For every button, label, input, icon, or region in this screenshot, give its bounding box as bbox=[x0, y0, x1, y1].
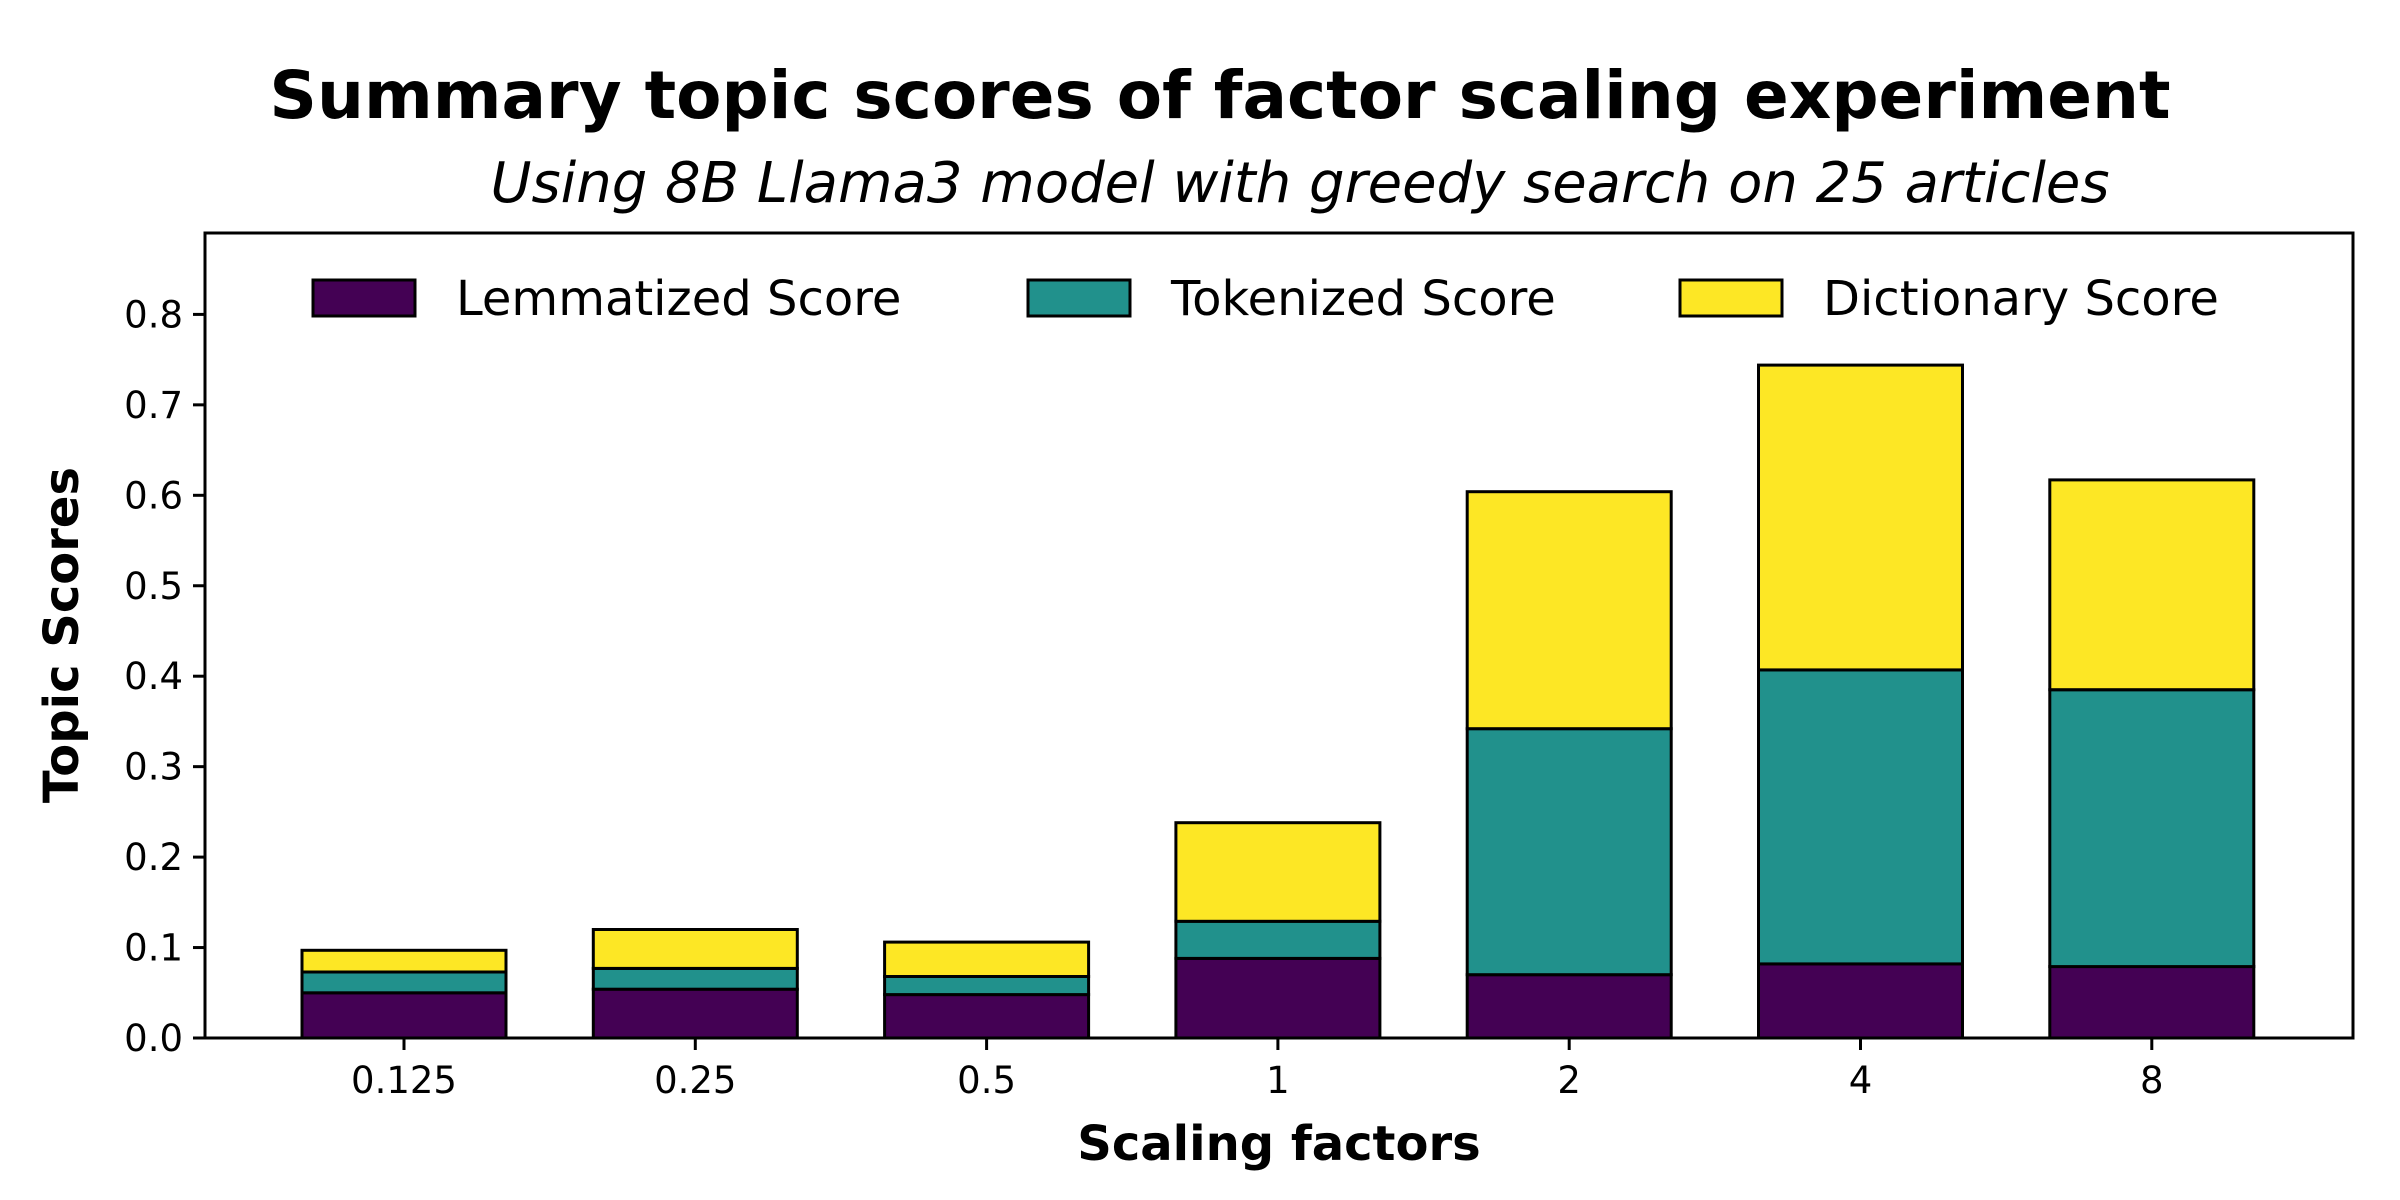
y-tick-label: 0.6 bbox=[124, 474, 183, 517]
legend: Lemmatized Score Tokenized Score Dictionar… bbox=[311, 271, 2219, 327]
y-axis-label: Topic Scores bbox=[34, 467, 90, 803]
bar-segment-tokenized-score-4 bbox=[1757, 668, 1964, 966]
legend-label: Tokenized Score bbox=[1170, 271, 1556, 327]
y-tick-label: 0.4 bbox=[124, 655, 183, 698]
bar-segment-lemmatized-score-1 bbox=[1174, 956, 1382, 1040]
bar-segment-tokenized-score-2 bbox=[1465, 727, 1673, 977]
bar-segment-lemmatized-score-0.5 bbox=[883, 993, 1091, 1040]
bar-segment-dictionary-score-0.25 bbox=[591, 928, 799, 970]
y-tick-label: 0.7 bbox=[124, 384, 183, 427]
bar-segment-lemmatized-score-2 bbox=[1465, 973, 1673, 1040]
bar-segment-dictionary-score-2 bbox=[1465, 490, 1673, 731]
plot-area: 0.0 0.1 0.2 0.3 0.4 0.5 0.6 0.7 0.8 0.125 0.25 0.5… bbox=[124, 231, 2355, 1102]
legend-item-dictionary-score: Dictionary Score bbox=[1678, 271, 2219, 327]
x-tick-label: 8 bbox=[2140, 1059, 2164, 1102]
bar-segment-tokenized-score-0.125 bbox=[300, 970, 508, 995]
legend-label: Dictionary Score bbox=[1823, 271, 2219, 327]
legend-swatch bbox=[311, 278, 417, 318]
x-tick-label: 4 bbox=[1849, 1059, 1873, 1102]
bar-segment-dictionary-score-8 bbox=[2048, 478, 2256, 692]
x-tick-label: 1 bbox=[1266, 1059, 1290, 1102]
y-tick-label: 0.5 bbox=[124, 565, 183, 608]
y-tick-label: 0.3 bbox=[124, 746, 183, 789]
legend-item-tokenized-score: Tokenized Score bbox=[1026, 271, 1556, 327]
bar-segment-dictionary-score-4 bbox=[1757, 363, 1964, 672]
bar-segment-dictionary-score-0.5 bbox=[883, 940, 1091, 978]
legend-swatch bbox=[1678, 278, 1784, 318]
bar-segment-lemmatized-score-0.125 bbox=[300, 991, 508, 1040]
bar-segment-tokenized-score-0.5 bbox=[883, 975, 1091, 997]
bar-segment-tokenized-score-8 bbox=[2048, 688, 2256, 969]
x-axis-label: Scaling factors bbox=[1077, 1116, 1480, 1172]
y-tick-label: 0.0 bbox=[124, 1017, 183, 1060]
x-tick-label: 0.125 bbox=[351, 1059, 457, 1102]
bar-segment-dictionary-score-0.125 bbox=[300, 948, 508, 974]
chart-title: Summary topic scores of factor scaling e… bbox=[269, 57, 2170, 134]
chart-subtitle: Using 8B Llama3 model with greedy search… bbox=[490, 151, 2109, 216]
legend-label: Lemmatized Score bbox=[456, 271, 901, 327]
y-axis: 0.0 0.1 0.2 0.3 0.4 0.5 0.6 0.7 0.8 bbox=[124, 293, 205, 1060]
bar-layer bbox=[300, 363, 2256, 1040]
legend-swatch bbox=[1026, 278, 1132, 318]
y-tick-label: 0.2 bbox=[124, 836, 183, 879]
bar-segment-lemmatized-score-4 bbox=[1757, 962, 1964, 1040]
x-tick-label: 2 bbox=[1557, 1059, 1581, 1102]
bar-segment-dictionary-score-1 bbox=[1174, 821, 1382, 923]
x-axis: 0.125 0.25 0.5 1 2 4 8 bbox=[351, 1038, 2164, 1102]
x-tick-label: 0.25 bbox=[654, 1059, 736, 1102]
bar-segment-tokenized-score-1 bbox=[1174, 919, 1382, 960]
bar-segment-lemmatized-score-8 bbox=[2048, 965, 2256, 1040]
legend-item-lemmatized-score: Lemmatized Score bbox=[311, 271, 901, 327]
y-tick-label: 0.1 bbox=[124, 927, 183, 970]
bar-segment-lemmatized-score-0.25 bbox=[591, 987, 799, 1040]
y-tick-label: 0.8 bbox=[124, 293, 183, 336]
bar-segment-tokenized-score-0.25 bbox=[591, 966, 799, 991]
x-tick-label: 0.5 bbox=[957, 1059, 1016, 1102]
